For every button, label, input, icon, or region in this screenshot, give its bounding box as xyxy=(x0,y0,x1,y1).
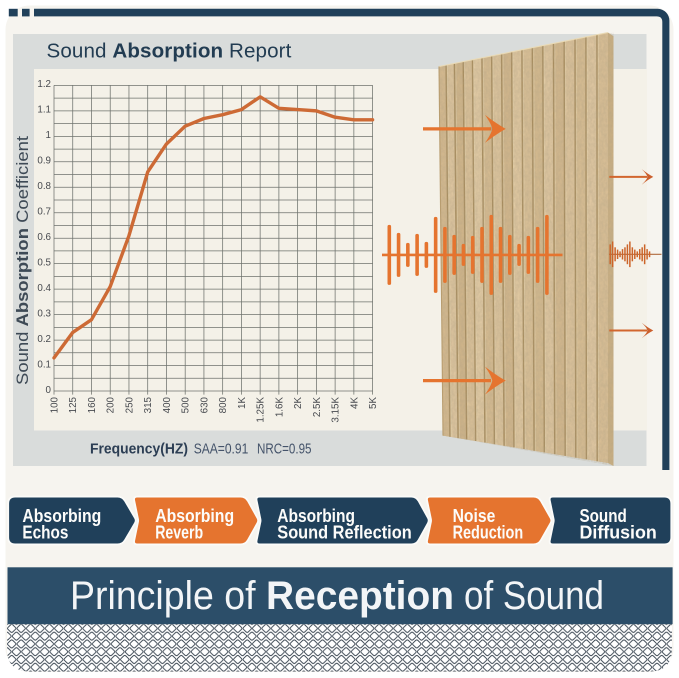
svg-text:Sound: Sound xyxy=(580,506,627,526)
svg-text:0.2: 0.2 xyxy=(37,334,51,345)
svg-text:500: 500 xyxy=(181,396,192,413)
svg-text:2.5K: 2.5K xyxy=(312,397,323,418)
svg-text:1.6K: 1.6K xyxy=(274,397,285,418)
svg-text:Reverb: Reverb xyxy=(155,522,203,542)
svg-text:0.9: 0.9 xyxy=(37,156,51,167)
svg-text:NRC=0.95: NRC=0.95 xyxy=(257,441,312,458)
svg-text:3.15K: 3.15K xyxy=(331,397,342,423)
svg-text:2K: 2K xyxy=(293,397,304,409)
svg-text:315: 315 xyxy=(143,396,154,413)
svg-text:Sound Reflection: Sound Reflection xyxy=(277,522,411,542)
svg-text:800: 800 xyxy=(218,396,229,413)
svg-text:0.7: 0.7 xyxy=(37,207,51,218)
svg-text:Absorbing: Absorbing xyxy=(277,506,355,526)
svg-text:Echos: Echos xyxy=(22,522,68,542)
svg-text:100: 100 xyxy=(49,396,60,413)
svg-text:200: 200 xyxy=(106,396,117,413)
svg-text:0.8: 0.8 xyxy=(37,181,51,192)
svg-text:Noise: Noise xyxy=(453,506,496,526)
svg-text:160: 160 xyxy=(87,396,98,413)
svg-text:125: 125 xyxy=(68,396,79,413)
svg-text:0.4: 0.4 xyxy=(37,283,51,294)
svg-text:400: 400 xyxy=(162,396,173,413)
svg-text:0.6: 0.6 xyxy=(37,232,51,243)
svg-text:1K: 1K xyxy=(237,397,248,409)
svg-text:0: 0 xyxy=(46,385,52,396)
svg-text:1.2: 1.2 xyxy=(37,79,51,90)
svg-text:1: 1 xyxy=(46,130,51,141)
svg-text:Sound Absorption Coefficient: Sound Absorption Coefficient xyxy=(13,136,32,385)
svg-text:Reception: Reception xyxy=(266,574,454,618)
svg-text:0.3: 0.3 xyxy=(37,308,51,319)
svg-text:250: 250 xyxy=(124,396,135,413)
svg-text:SAA=0.91: SAA=0.91 xyxy=(194,441,249,458)
svg-text:1.25K: 1.25K xyxy=(256,397,267,423)
svg-text:of Sound: of Sound xyxy=(464,574,604,618)
svg-text:Principle of: Principle of xyxy=(70,574,256,618)
svg-text:630: 630 xyxy=(199,396,210,413)
svg-text:1.1: 1.1 xyxy=(37,105,51,116)
svg-text:0.5: 0.5 xyxy=(37,258,51,269)
svg-text:0.1: 0.1 xyxy=(37,359,51,370)
svg-text:Sound Absorption Report: Sound Absorption Report xyxy=(47,40,292,63)
svg-text:Absorbing: Absorbing xyxy=(155,506,234,526)
svg-text:Reduction: Reduction xyxy=(453,522,524,542)
svg-text:Diffusion: Diffusion xyxy=(580,522,657,542)
svg-text:Frequency(HZ): Frequency(HZ) xyxy=(90,441,188,458)
svg-text:Absorbing: Absorbing xyxy=(22,506,101,526)
svg-text:4K: 4K xyxy=(349,397,360,409)
svg-text:5K: 5K xyxy=(368,397,379,409)
